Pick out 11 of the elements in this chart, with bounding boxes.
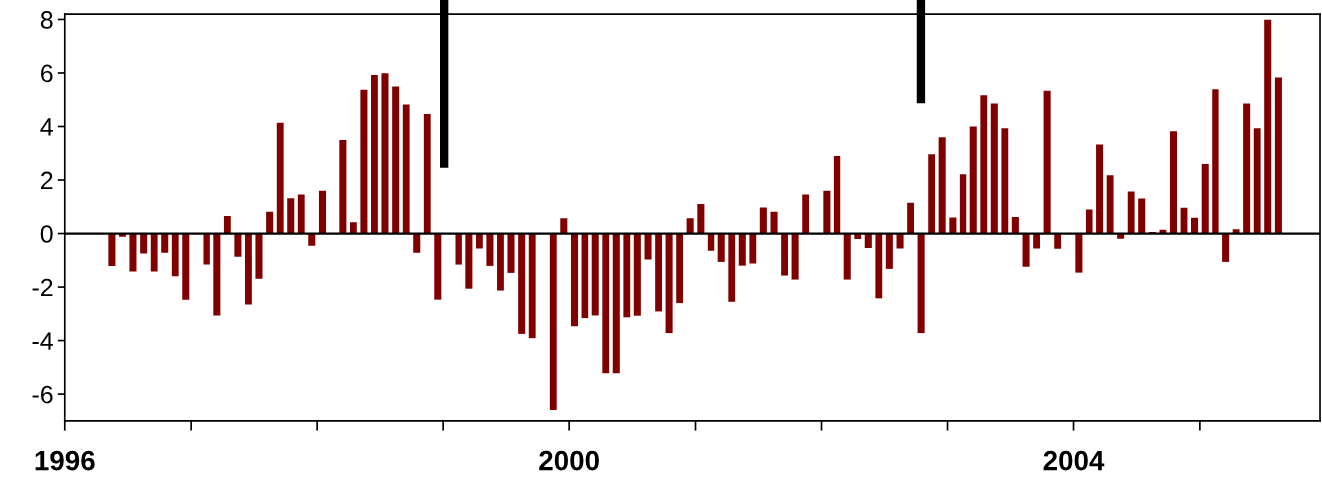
- x-tick-label: 2000: [539, 450, 599, 471]
- y-tick-label: -6: [32, 385, 53, 404]
- y-tick-label: 0: [40, 225, 53, 243]
- y-tick-label: -4: [32, 332, 53, 350]
- y-tick-label: 6: [41, 64, 53, 83]
- x-tick-label: 1996: [35, 450, 95, 471]
- y-tick-label: 4: [40, 118, 53, 136]
- y-tick-label: -2: [32, 278, 53, 297]
- y-tick-label: 8: [40, 11, 53, 29]
- x-tick-label: 2004: [1043, 450, 1105, 471]
- y-tick-label: 2: [41, 171, 53, 190]
